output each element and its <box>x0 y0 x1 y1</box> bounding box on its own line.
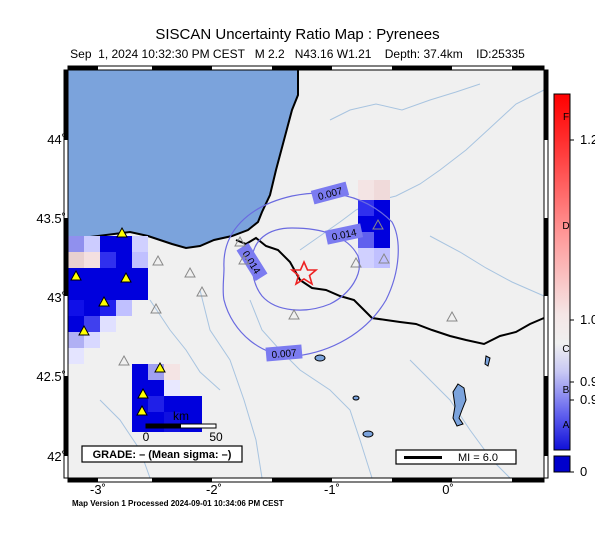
colorbar-grade-f: F <box>562 112 570 123</box>
uncertainty-grid <box>68 180 390 432</box>
colorbar-value-0-9b: 0.9 <box>580 392 595 407</box>
lon-tick-0: 0˚ <box>442 482 454 497</box>
lon-tick-minus-2: -2˚ <box>206 482 222 497</box>
star-icon <box>289 260 319 286</box>
mi-box: MI = 6.0 <box>395 449 517 465</box>
lon-tick-minus-1: -1˚ <box>324 482 340 497</box>
stations-used <box>70 226 166 416</box>
contour-label-2: 0.014 <box>324 223 364 245</box>
svg-text:0.007: 0.007 <box>271 348 297 361</box>
colorbar-grade-b: B <box>562 385 570 396</box>
svg-text:0: 0 <box>143 430 150 444</box>
colorbar-grade-d: D <box>562 221 570 232</box>
svg-text:km: km <box>173 409 189 423</box>
lat-tick-42-5: 42.5˚ <box>36 369 66 384</box>
map-title: SISCAN Uncertainty Ratio Map : Pyrenees <box>155 26 440 43</box>
contours <box>222 192 399 357</box>
colorbar-grade-a: A <box>562 420 570 431</box>
lat-tick-43: 43˚ <box>47 290 66 305</box>
colorbar-value-0-9a: 0.9 <box>580 374 595 389</box>
contour-label-4: 0.007 <box>265 344 303 362</box>
map-footer: Map Version 1 Processed 2024-09-01 10:34… <box>72 499 284 508</box>
lat-tick-43-5: 43.5˚ <box>36 211 66 226</box>
colorbar <box>553 93 574 473</box>
colorbar-value-1-2: 1.2 <box>580 132 595 147</box>
colorbar-grade-c: C <box>562 344 570 355</box>
sea-area <box>68 70 298 248</box>
svg-text:50: 50 <box>209 430 223 444</box>
colorbar-value-1-0: 1.0 <box>580 312 595 327</box>
svg-text:GRADE: – (Mean sigma: –): GRADE: – (Mean sigma: –) <box>93 449 232 461</box>
svg-text:0.014: 0.014 <box>331 227 358 243</box>
lat-tick-42: 42˚ <box>47 449 66 464</box>
rivers <box>99 83 545 479</box>
scale-bar: km 0 50 <box>143 409 223 444</box>
stations-unused <box>118 218 458 366</box>
lat-tick-44: 44˚ <box>47 132 66 147</box>
grade-box: GRADE: – (Mean sigma: –) <box>81 445 243 463</box>
reservoirs <box>314 354 491 438</box>
national-border <box>235 236 545 346</box>
event-subtitle: Sep 1, 2024 10:32:30 PM CEST M 2.2 N43.1… <box>70 47 525 61</box>
svg-text:MI = 6.0: MI = 6.0 <box>458 452 498 464</box>
lon-tick-minus-3: -3˚ <box>90 482 106 497</box>
map-frame <box>63 65 549 483</box>
colorbar-value-0: 0 <box>580 464 588 479</box>
